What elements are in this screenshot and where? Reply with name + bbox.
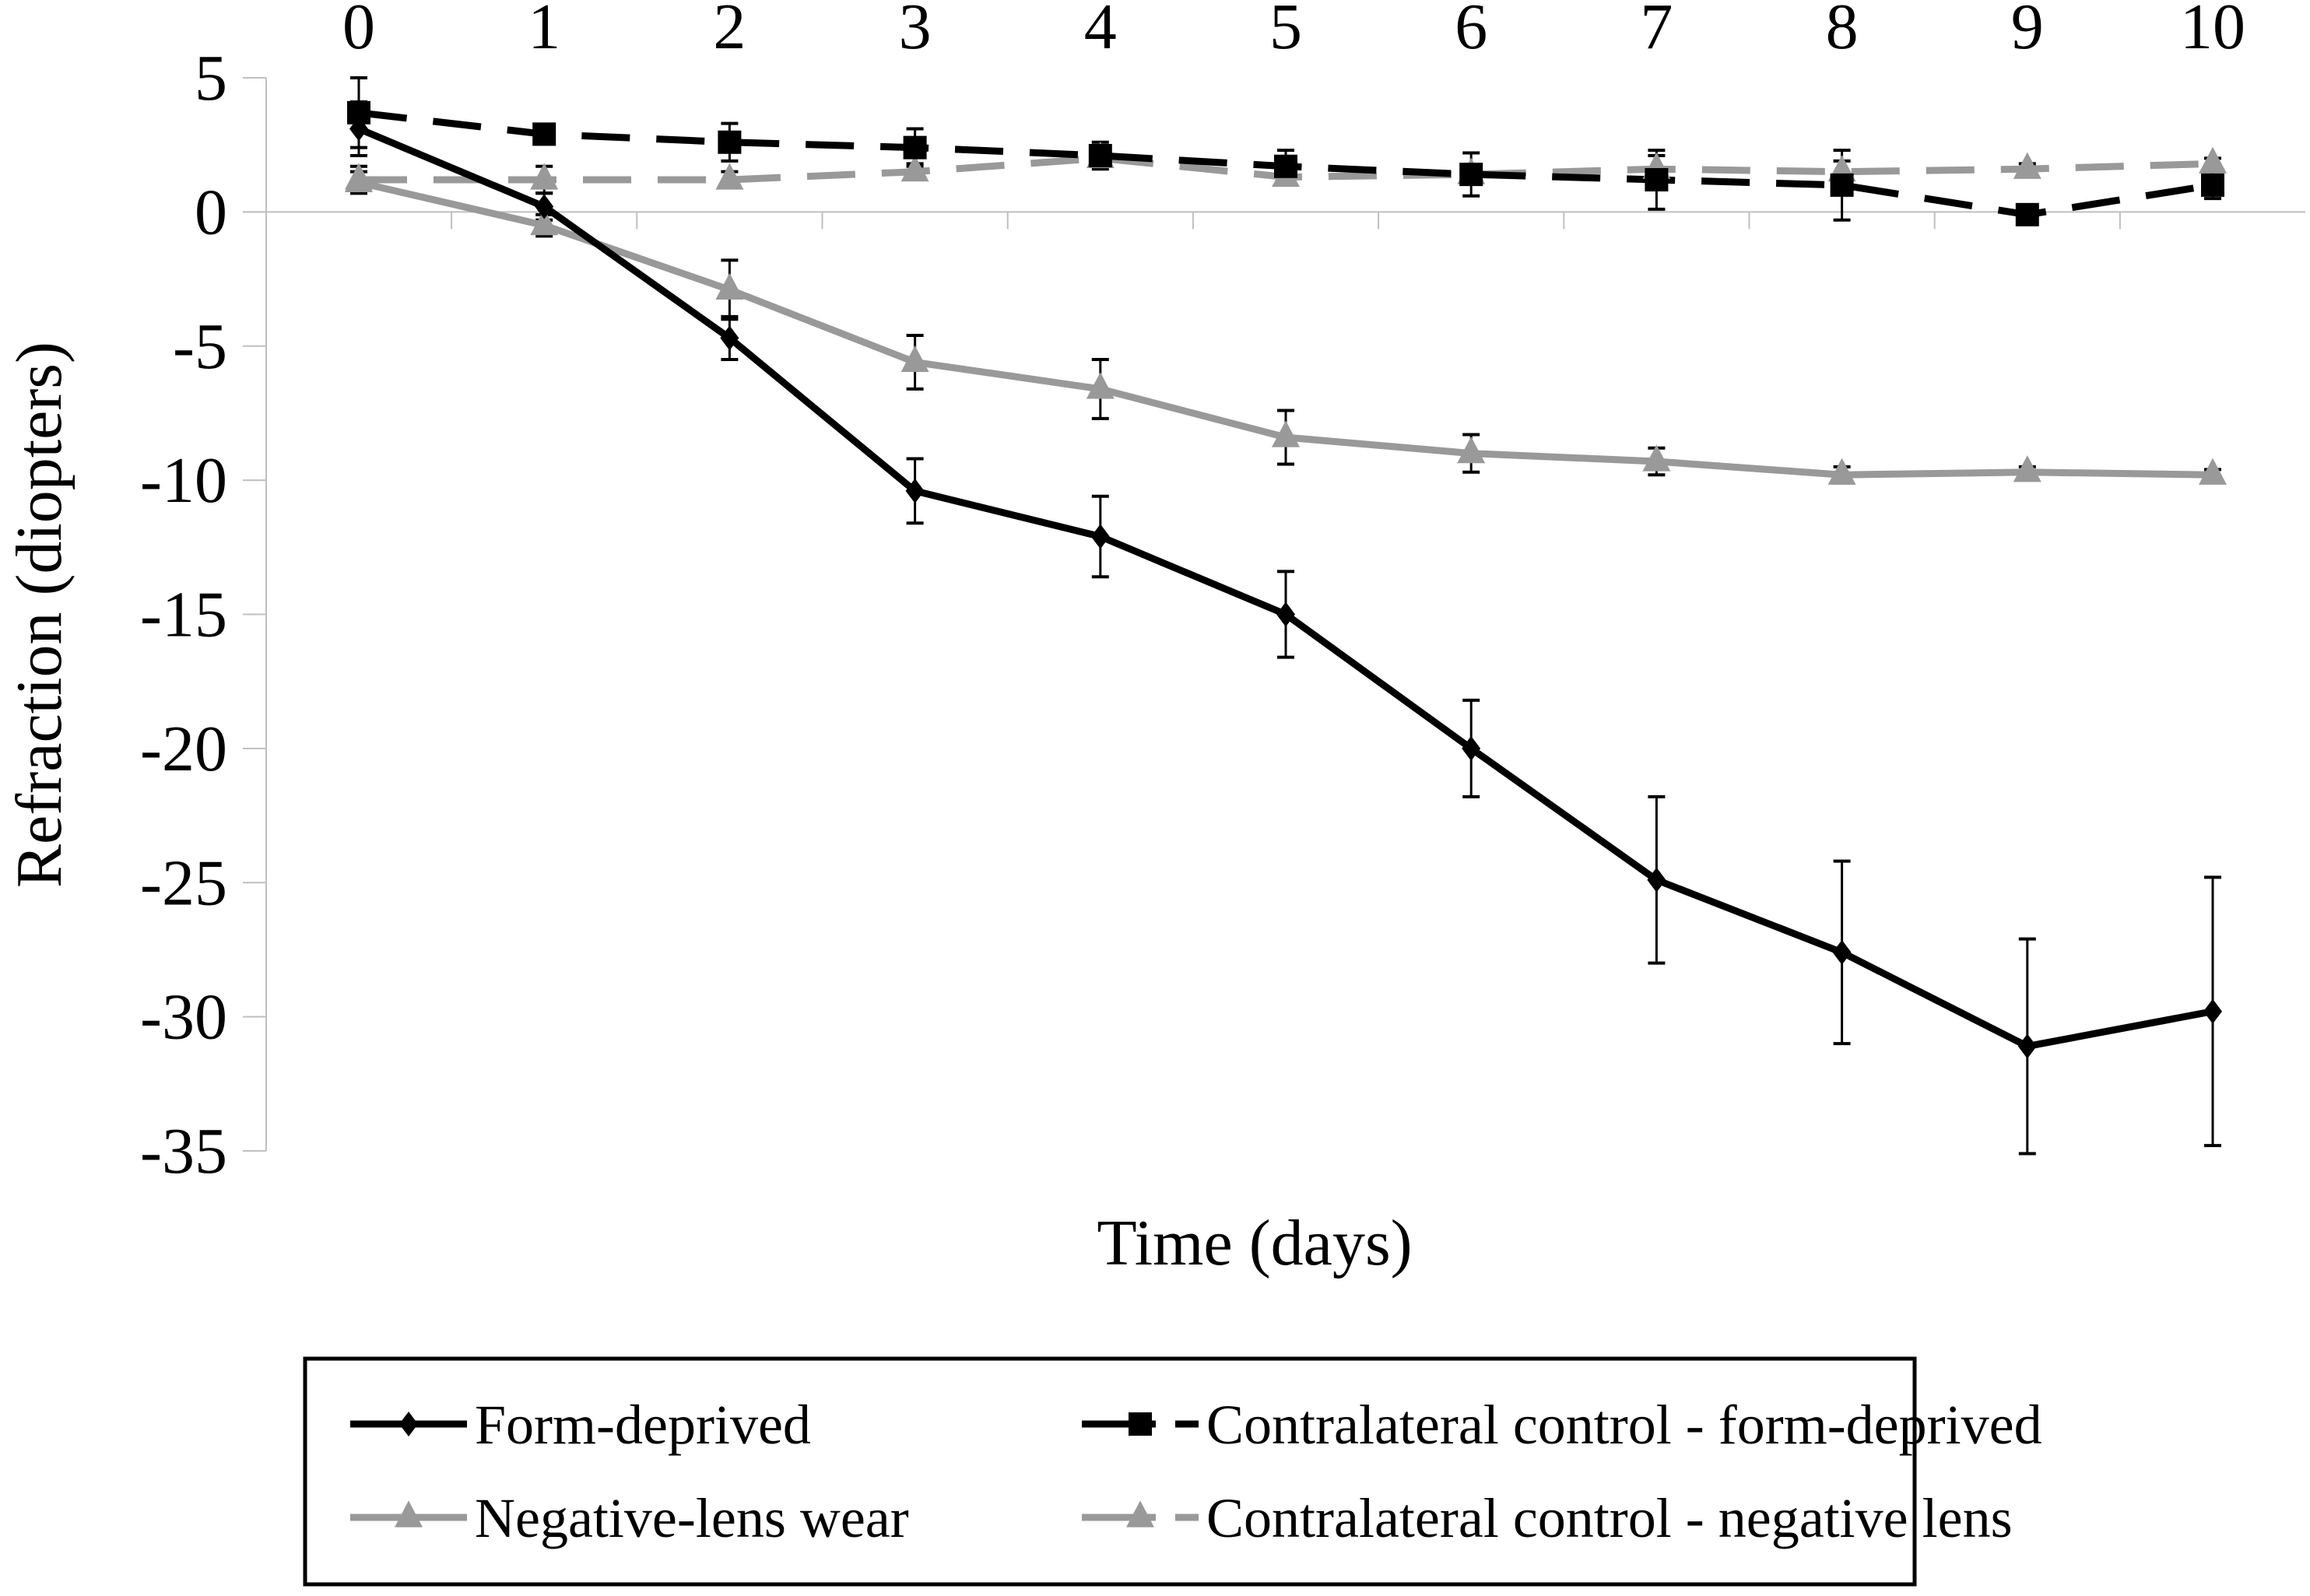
y-tick-label: 0 (195, 176, 227, 248)
data-point-triangle (345, 163, 373, 190)
data-point-triangle (2199, 458, 2227, 485)
y-tick-label: -5 (173, 310, 227, 383)
series-markers (345, 100, 2227, 1059)
x-tick-label: 1 (528, 0, 560, 63)
x-tick-label: 5 (1269, 0, 1302, 63)
data-point-square (1274, 154, 1297, 178)
data-point-diamond (535, 194, 554, 219)
data-point-diamond (720, 325, 739, 351)
data-point-square (903, 135, 927, 160)
y-tick-label: -25 (140, 847, 227, 919)
data-point-triangle (530, 163, 559, 190)
data-point-triangle (1086, 372, 1115, 399)
data-point-square (1129, 1412, 1152, 1436)
data-point-square (532, 122, 556, 146)
legend-box (303, 1356, 1917, 1587)
data-point-triangle (900, 345, 929, 373)
legend-label: Contralateral control - negative lens (1206, 1487, 2013, 1549)
data-point-diamond (1462, 735, 1481, 761)
data-point-square (1088, 143, 1112, 167)
y-tick-label: -20 (140, 713, 227, 785)
data-point-triangle (1126, 1500, 1154, 1528)
x-axis-title: Time (days) (1097, 1207, 1412, 1279)
data-point-square (1830, 173, 1854, 197)
data-point-diamond (399, 1412, 418, 1436)
data-point-diamond (349, 116, 368, 142)
legend-item: Contralateral control - negative lens (1082, 1487, 2013, 1549)
data-point-diamond (905, 478, 925, 503)
legend-item: Contralateral control - form-deprived (1082, 1394, 2042, 1456)
data-point-triangle (2199, 146, 2227, 174)
y-tick-label: -15 (140, 579, 227, 651)
data-point-triangle (530, 209, 559, 236)
data-point-diamond (1090, 524, 1110, 549)
y-tick-label: -35 (140, 1115, 227, 1187)
y-axis-title: Refraction (diopters) (3, 342, 75, 888)
data-point-diamond (2017, 1033, 2037, 1059)
data-point-triangle (1457, 437, 1486, 464)
x-tick-label: 3 (899, 0, 932, 63)
data-point-triangle (395, 1500, 423, 1528)
x-tick-label: 7 (1640, 0, 1673, 63)
data-point-triangle (1827, 458, 1856, 485)
legend-label: Contralateral control - form-deprived (1206, 1394, 2042, 1456)
legend-label: Negative-lens wear (475, 1487, 909, 1549)
data-point-triangle (1272, 420, 1300, 447)
legend-item: Form-deprived (350, 1394, 811, 1456)
x-tick-label: 2 (713, 0, 746, 63)
data-point-triangle (2013, 455, 2041, 482)
data-point-triangle (1642, 444, 1671, 472)
legend: Form-deprived Contralateral control - for… (303, 1356, 2042, 1587)
y-tick-label: 5 (195, 42, 227, 114)
axes: 5 0 -5 -10 -15 -20 -25 -30 -35 0 1 2 3 4 5 6 7 8 9 10 (140, 0, 2305, 1187)
data-point-square (2015, 202, 2039, 226)
y-tick-label: -30 (140, 981, 227, 1054)
data-point-diamond (1276, 602, 1295, 627)
data-point-triangle (900, 155, 929, 182)
data-point-diamond (1647, 867, 1666, 893)
data-point-square (1645, 168, 1669, 192)
x-tick-label: 0 (342, 0, 375, 63)
data-point-triangle (2013, 152, 2041, 179)
data-point-square (1459, 163, 1483, 187)
data-point-diamond (2203, 998, 2222, 1024)
legend-item: Negative-lens wear (350, 1487, 909, 1549)
x-tick-label: 4 (1084, 0, 1117, 63)
x-tick-label: 9 (2011, 0, 2044, 63)
x-tick-label: 10 (2180, 0, 2245, 63)
x-tick-label: 6 (1455, 0, 1487, 63)
x-tick-label: 8 (1826, 0, 1859, 63)
data-point-square (2201, 173, 2224, 197)
data-point-triangle (715, 163, 744, 190)
legend-label: Form-deprived (475, 1394, 811, 1456)
data-point-diamond (1832, 939, 1852, 965)
y-tick-label: -10 (140, 444, 227, 517)
data-point-square (718, 130, 742, 154)
data-point-triangle (715, 272, 744, 300)
